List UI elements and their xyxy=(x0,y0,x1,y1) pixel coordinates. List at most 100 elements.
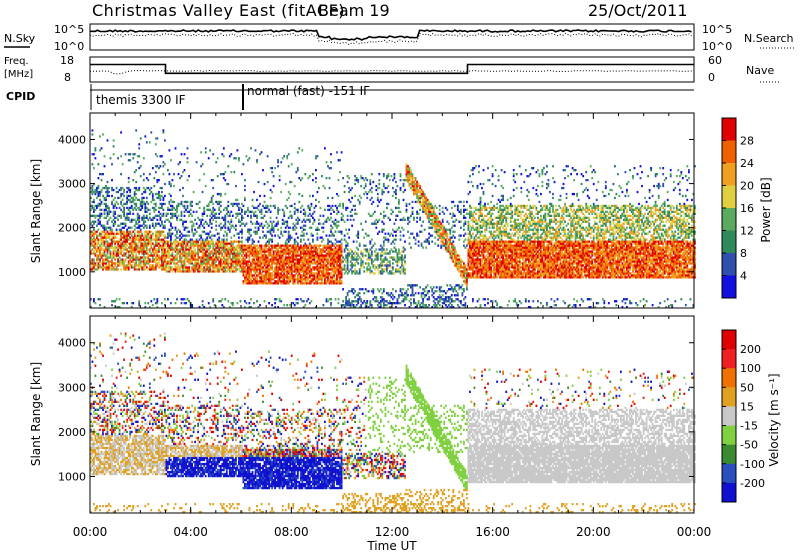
power-cell-3146 xyxy=(287,264,290,267)
power-cell-4859 xyxy=(417,292,420,295)
power-cell-122 xyxy=(96,206,98,210)
power-cell-502 xyxy=(118,196,121,200)
power-cell-713 xyxy=(132,266,135,269)
power-cell-2381 xyxy=(241,244,243,247)
power-cell-883 xyxy=(141,246,144,249)
power-cell-4276 xyxy=(364,244,367,247)
power-cell-970 xyxy=(145,238,148,241)
power-cell-217 xyxy=(102,260,104,263)
power-cell-3683 xyxy=(319,214,322,217)
power-cell-2358 xyxy=(239,260,242,263)
power-cell-1065 xyxy=(151,232,154,235)
power-cell-1358 xyxy=(170,266,172,269)
power-cell-2637 xyxy=(256,216,258,219)
power-cell-921 xyxy=(142,214,145,217)
power-cell-4661 xyxy=(399,210,402,213)
power-cell-1795 xyxy=(200,222,203,225)
power-cell-734 xyxy=(132,157,135,160)
power-cell-1703 xyxy=(192,232,195,235)
power-cell-1471 xyxy=(177,260,180,263)
power-cell-1493 xyxy=(179,250,181,253)
power-cell-4416 xyxy=(378,179,381,182)
power-cell-2956 xyxy=(275,224,278,227)
power-cell-112 xyxy=(96,250,98,253)
power-cell-2393 xyxy=(241,208,243,211)
power-cell-62 xyxy=(93,244,95,247)
power-cell-4727 xyxy=(405,204,408,208)
power-cell-4206 xyxy=(357,254,360,257)
power-cell-748 xyxy=(133,238,136,241)
power-cell-1398 xyxy=(171,226,174,229)
power-cell-4881 xyxy=(419,198,422,202)
power-cell-4491 xyxy=(384,256,387,259)
power-cell-4563 xyxy=(392,298,394,301)
power-cell-3258 xyxy=(293,242,296,245)
power-cell-1818 xyxy=(201,230,204,233)
power-cell-56 xyxy=(93,262,95,265)
power-cell-1842 xyxy=(203,222,206,225)
power-cell-2069 xyxy=(219,300,222,303)
power-cell-1546 xyxy=(182,224,184,227)
power-cell-2755 xyxy=(263,246,266,249)
power-cell-1729 xyxy=(195,262,198,265)
power-cell-796 xyxy=(136,248,139,251)
power-cell-344 xyxy=(108,186,110,190)
power-cell-2489 xyxy=(247,159,249,162)
power-cell-220 xyxy=(102,252,104,255)
power-cell-1162 xyxy=(158,254,160,257)
power-cell-3508 xyxy=(308,260,311,263)
power-cell-3978 xyxy=(337,220,340,223)
power-cell-756 xyxy=(133,202,136,206)
power-cell-1797 xyxy=(200,218,203,221)
power-cell-889 xyxy=(141,224,144,227)
power-cell-351 xyxy=(109,252,112,255)
power-cell-98 xyxy=(94,208,97,211)
power-cell-1266 xyxy=(164,298,166,301)
power-cell-3010 xyxy=(278,179,281,182)
power-cell-1569 xyxy=(183,238,186,241)
power-cell-4741 xyxy=(407,230,409,233)
power-cell-763 xyxy=(133,153,136,156)
power-cell-2182 xyxy=(225,208,228,211)
power-cell-1342 xyxy=(168,240,171,243)
power-cell-1530 xyxy=(182,298,184,301)
nsky-series xyxy=(90,29,692,41)
power-cell-2528 xyxy=(250,264,252,267)
power-cell-1390 xyxy=(171,254,174,257)
power-cell-1297 xyxy=(165,254,168,257)
power-cell-2564 xyxy=(253,302,255,305)
power-cell-129 xyxy=(97,268,100,271)
power-cell-4577 xyxy=(392,194,394,198)
power-cell-2459 xyxy=(245,244,248,247)
power-cell-2503 xyxy=(248,258,251,261)
power-cell-1176 xyxy=(158,206,160,210)
power-cell-1125 xyxy=(154,143,157,146)
power-cell-830 xyxy=(138,240,141,243)
power-cell-755 xyxy=(133,206,136,210)
power-cell-204 xyxy=(100,212,103,215)
power-cell-3363 xyxy=(299,238,302,241)
power-cell-3591 xyxy=(313,206,316,210)
power-cell-1208 xyxy=(161,266,163,269)
power-cell-261 xyxy=(103,165,106,168)
power-cell-2353 xyxy=(239,300,242,303)
power-cell-686 xyxy=(129,188,132,192)
power-cell-198 xyxy=(100,236,103,239)
power-cell-4587 xyxy=(393,242,396,245)
power-cell-1628 xyxy=(188,268,191,271)
power-cell-2533 xyxy=(250,246,252,249)
power-cell-2173 xyxy=(225,250,228,253)
power-cell-1966 xyxy=(212,248,215,251)
power-cell-736 xyxy=(133,268,136,271)
power-cell-2796 xyxy=(266,266,269,269)
power-cell-2986 xyxy=(277,165,280,168)
power-cell-1019 xyxy=(148,238,151,241)
power-cell-32 xyxy=(91,238,94,241)
power-cell-2715 xyxy=(260,208,263,211)
power-cell-3519 xyxy=(308,218,311,221)
power-cell-4075 xyxy=(345,228,348,231)
power-cell-1870 xyxy=(206,264,209,267)
power-cell-2254 xyxy=(231,264,234,267)
power-cell-1976 xyxy=(212,206,215,210)
power-cell-2253 xyxy=(231,268,234,271)
